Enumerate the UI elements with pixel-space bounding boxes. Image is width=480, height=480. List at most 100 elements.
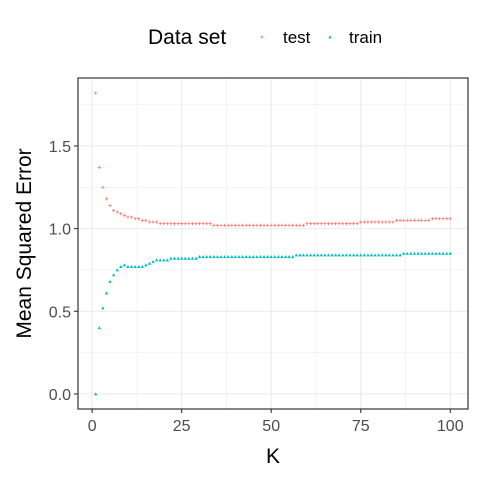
train-point bbox=[437, 251, 442, 255]
test-point bbox=[112, 208, 116, 213]
test-point bbox=[326, 222, 331, 226]
train-point bbox=[430, 251, 435, 255]
test-point bbox=[412, 218, 417, 222]
test-point bbox=[283, 223, 288, 227]
train-point bbox=[265, 255, 270, 259]
legend-key-train bbox=[328, 35, 332, 39]
test-point bbox=[223, 223, 227, 227]
x-axis: 0 25 50 75 100 bbox=[88, 409, 464, 435]
test-point bbox=[197, 222, 202, 226]
train-point bbox=[129, 264, 134, 269]
train-point bbox=[409, 251, 413, 255]
test-point bbox=[405, 218, 409, 222]
train-point bbox=[244, 255, 248, 259]
test-point bbox=[115, 210, 119, 214]
test-point bbox=[94, 91, 98, 95]
test-point bbox=[101, 185, 105, 189]
train-point bbox=[348, 253, 352, 257]
test-point bbox=[137, 217, 141, 221]
test-point bbox=[176, 222, 180, 226]
test-point bbox=[208, 222, 212, 226]
train-point bbox=[179, 256, 184, 260]
train-point bbox=[326, 253, 331, 257]
test-point bbox=[409, 218, 413, 222]
test-point bbox=[194, 222, 198, 226]
train-point bbox=[158, 258, 162, 262]
train-point bbox=[398, 253, 402, 257]
train-point bbox=[337, 253, 341, 257]
panel-border bbox=[77, 77, 469, 410]
legend: Data set test train bbox=[148, 26, 382, 49]
series-train bbox=[94, 251, 452, 396]
train-point bbox=[269, 255, 273, 259]
train-point bbox=[144, 263, 148, 267]
test-point bbox=[269, 223, 273, 227]
test-point bbox=[384, 220, 388, 224]
train-point bbox=[133, 264, 137, 269]
train-point bbox=[205, 255, 209, 259]
test-point bbox=[434, 217, 438, 221]
test-point bbox=[394, 218, 399, 222]
train-point bbox=[233, 255, 238, 259]
train-point bbox=[222, 255, 227, 259]
train-point bbox=[351, 253, 356, 257]
train-point bbox=[208, 255, 213, 259]
train-point bbox=[441, 251, 445, 255]
train-point bbox=[333, 253, 338, 257]
train-point bbox=[251, 255, 256, 259]
test-point bbox=[155, 220, 159, 224]
train-point bbox=[380, 253, 384, 257]
test-point bbox=[172, 222, 177, 226]
test-point bbox=[441, 217, 445, 221]
train-point bbox=[111, 273, 116, 277]
test-point bbox=[301, 223, 306, 227]
train-point bbox=[369, 253, 374, 257]
train-point bbox=[423, 251, 427, 255]
legend-label-test: test bbox=[283, 28, 311, 47]
train-point bbox=[187, 256, 191, 260]
test-point bbox=[262, 223, 266, 227]
train-point bbox=[126, 264, 130, 269]
test-point bbox=[205, 222, 209, 226]
test-point bbox=[255, 223, 259, 227]
train-point bbox=[402, 251, 406, 255]
train-point bbox=[391, 253, 395, 257]
test-point bbox=[369, 220, 374, 224]
test-point bbox=[258, 223, 263, 227]
train-point bbox=[140, 264, 144, 269]
train-point bbox=[301, 253, 306, 257]
train-point bbox=[183, 256, 187, 260]
train-point bbox=[323, 253, 327, 257]
train-point bbox=[444, 251, 449, 255]
x-tick-label: 0 bbox=[88, 418, 97, 435]
train-point bbox=[262, 255, 266, 259]
test-point bbox=[380, 220, 384, 224]
train-point bbox=[434, 251, 438, 255]
legend-key-marker bbox=[260, 35, 264, 39]
train-point bbox=[276, 255, 281, 259]
y-axis: 0.0 0.5 1.0 1.5 bbox=[49, 139, 78, 404]
train-point bbox=[330, 253, 334, 257]
test-point bbox=[129, 215, 134, 219]
train-point bbox=[373, 253, 377, 257]
test-point bbox=[305, 222, 309, 226]
test-point bbox=[423, 218, 427, 222]
train-point bbox=[108, 279, 112, 283]
test-point bbox=[334, 222, 338, 226]
test-point bbox=[309, 222, 313, 226]
train-point bbox=[416, 251, 420, 255]
train-point bbox=[115, 268, 119, 272]
x-axis-title: K bbox=[266, 445, 280, 468]
grid bbox=[78, 78, 468, 409]
train-point bbox=[316, 253, 320, 257]
test-point bbox=[359, 220, 363, 224]
y-tick-label: 0.0 bbox=[49, 387, 71, 404]
data-points bbox=[94, 91, 452, 396]
test-point bbox=[330, 222, 334, 226]
test-point bbox=[140, 218, 144, 222]
train-point bbox=[419, 251, 424, 255]
train-point bbox=[359, 253, 363, 257]
test-point bbox=[187, 222, 191, 226]
train-point bbox=[137, 264, 141, 269]
